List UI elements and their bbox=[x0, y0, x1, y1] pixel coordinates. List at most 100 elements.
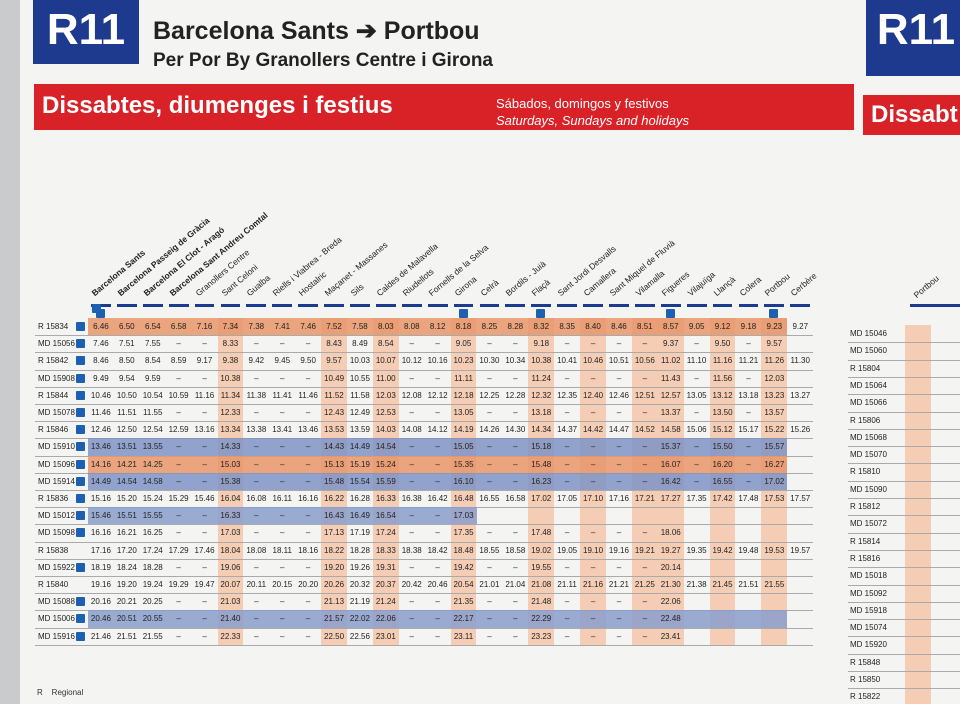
departure-time: 21.38 bbox=[686, 580, 707, 589]
departure-time: 21.25 bbox=[634, 580, 655, 589]
departure-time: 14.37 bbox=[557, 425, 578, 435]
departure-time: – bbox=[254, 528, 259, 538]
departure-time: – bbox=[305, 459, 311, 469]
train-name: MD 15070 bbox=[850, 450, 887, 460]
departure-time: 13.46 bbox=[298, 425, 319, 435]
departure-time: 16.55 bbox=[712, 476, 733, 486]
departure-time: – bbox=[202, 511, 207, 521]
departure-time: – bbox=[564, 339, 570, 349]
header-dash bbox=[764, 304, 785, 307]
departure-time: 20.42 bbox=[401, 580, 422, 589]
departure-time: 19.31 bbox=[375, 562, 396, 572]
departure-time: 16.22 bbox=[324, 494, 345, 503]
departure-time: 15.35 bbox=[453, 459, 474, 469]
header-dash bbox=[116, 304, 137, 307]
row-rule bbox=[848, 653, 960, 655]
departure-time: – bbox=[642, 597, 648, 607]
departure-time: 8.18 bbox=[455, 322, 472, 331]
departure-time: 19.24 bbox=[142, 580, 163, 589]
row-rule bbox=[848, 601, 960, 603]
header-dash bbox=[738, 304, 759, 307]
accessibility-icon bbox=[76, 356, 85, 366]
header-dash bbox=[142, 304, 163, 307]
departure-time: 21.16 bbox=[583, 580, 604, 589]
departure-time: – bbox=[694, 408, 699, 417]
departure-time: 22.06 bbox=[660, 597, 681, 607]
departure-time: 11.46 bbox=[91, 408, 111, 417]
header-dash bbox=[712, 304, 733, 307]
train-name: MD 15916 bbox=[38, 631, 75, 641]
row-rule bbox=[848, 498, 960, 499]
header-dash bbox=[453, 304, 474, 307]
departure-time: 9.27 bbox=[792, 322, 809, 331]
departure-time: 21.45 bbox=[712, 580, 733, 589]
departure-time: 22.48 bbox=[660, 614, 681, 624]
departure-time: 21.21 bbox=[608, 580, 629, 589]
departure-time: – bbox=[590, 597, 596, 607]
departure-time: 10.59 bbox=[168, 390, 189, 400]
departure-time: 16.16 bbox=[298, 494, 319, 503]
departure-time: 18.48 bbox=[453, 545, 474, 555]
accessibility-icon bbox=[76, 614, 85, 624]
departure-time: 20.37 bbox=[375, 580, 396, 589]
train-name: MD 15090 bbox=[850, 484, 887, 494]
departure-time: 9.57 bbox=[766, 339, 783, 349]
departure-time: 17.03 bbox=[220, 528, 241, 538]
departure-time: 11.10 bbox=[686, 356, 707, 366]
departure-time: 13.41 bbox=[272, 425, 293, 435]
departure-time: 7.58 bbox=[352, 322, 368, 331]
row-rule bbox=[35, 335, 814, 337]
departure-time: 9.42 bbox=[248, 356, 265, 366]
route-via: Per Por By Granollers Centre i Girona bbox=[153, 50, 493, 72]
departure-time: 11.34 bbox=[220, 390, 241, 400]
origin: Barcelona Sants bbox=[153, 17, 349, 45]
departure-time: 18.11 bbox=[272, 545, 292, 555]
departure-time: 21.01 bbox=[479, 580, 500, 589]
departure-time: 21.04 bbox=[505, 580, 526, 589]
departure-time: 7.16 bbox=[196, 322, 213, 331]
departure-time: 9.57 bbox=[326, 356, 342, 366]
departure-time: 18.24 bbox=[116, 562, 137, 572]
departure-time: 17.02 bbox=[531, 494, 552, 503]
departure-time: 18.42 bbox=[427, 545, 448, 555]
departure-time: – bbox=[176, 597, 181, 607]
row-rule bbox=[848, 446, 960, 448]
departure-time: 10.07 bbox=[375, 356, 396, 366]
departure-time: 17.35 bbox=[686, 494, 707, 503]
departure-time: 8.12 bbox=[429, 322, 446, 331]
departure-time: – bbox=[616, 476, 622, 486]
departure-time: 12.59 bbox=[168, 425, 189, 435]
departure-time: – bbox=[590, 631, 596, 641]
accessibility-icon bbox=[76, 494, 85, 503]
departure-time: – bbox=[590, 614, 596, 624]
departure-time: 19.26 bbox=[349, 562, 370, 572]
departure-time: 18.04 bbox=[220, 545, 241, 555]
departure-time: 17.21 bbox=[634, 494, 655, 503]
departure-time: 11.00 bbox=[376, 373, 396, 383]
accessibility-icon bbox=[76, 390, 85, 400]
departure-time: – bbox=[202, 339, 207, 349]
departure-time: – bbox=[280, 408, 285, 417]
departure-time: 21.13 bbox=[324, 597, 345, 607]
departure-time: 17.46 bbox=[194, 545, 215, 555]
departure-time: 12.51 bbox=[634, 390, 655, 400]
departure-time: 8.35 bbox=[559, 322, 575, 331]
departure-time: 19.47 bbox=[194, 580, 215, 589]
departure-time: 8.08 bbox=[403, 322, 420, 331]
departure-time: 7.52 bbox=[326, 322, 342, 331]
departure-time: 9.05 bbox=[688, 322, 705, 331]
departure-time: – bbox=[435, 442, 440, 452]
departure-time: – bbox=[746, 442, 751, 452]
departure-time: 23.11 bbox=[453, 631, 474, 641]
train-name: MD 15908 bbox=[38, 373, 75, 383]
departure-time: 20.51 bbox=[116, 614, 137, 624]
row-rule bbox=[848, 619, 960, 621]
departure-time: 8.50 bbox=[119, 356, 135, 366]
departure-time: – bbox=[487, 459, 492, 469]
departure-time: 16.48 bbox=[453, 494, 474, 503]
departure-time: 17.57 bbox=[790, 494, 811, 503]
departure-time: 9.45 bbox=[274, 356, 291, 366]
departure-time: – bbox=[280, 562, 285, 572]
departure-time: 11.51 bbox=[117, 408, 137, 417]
departure-time: – bbox=[487, 528, 492, 538]
